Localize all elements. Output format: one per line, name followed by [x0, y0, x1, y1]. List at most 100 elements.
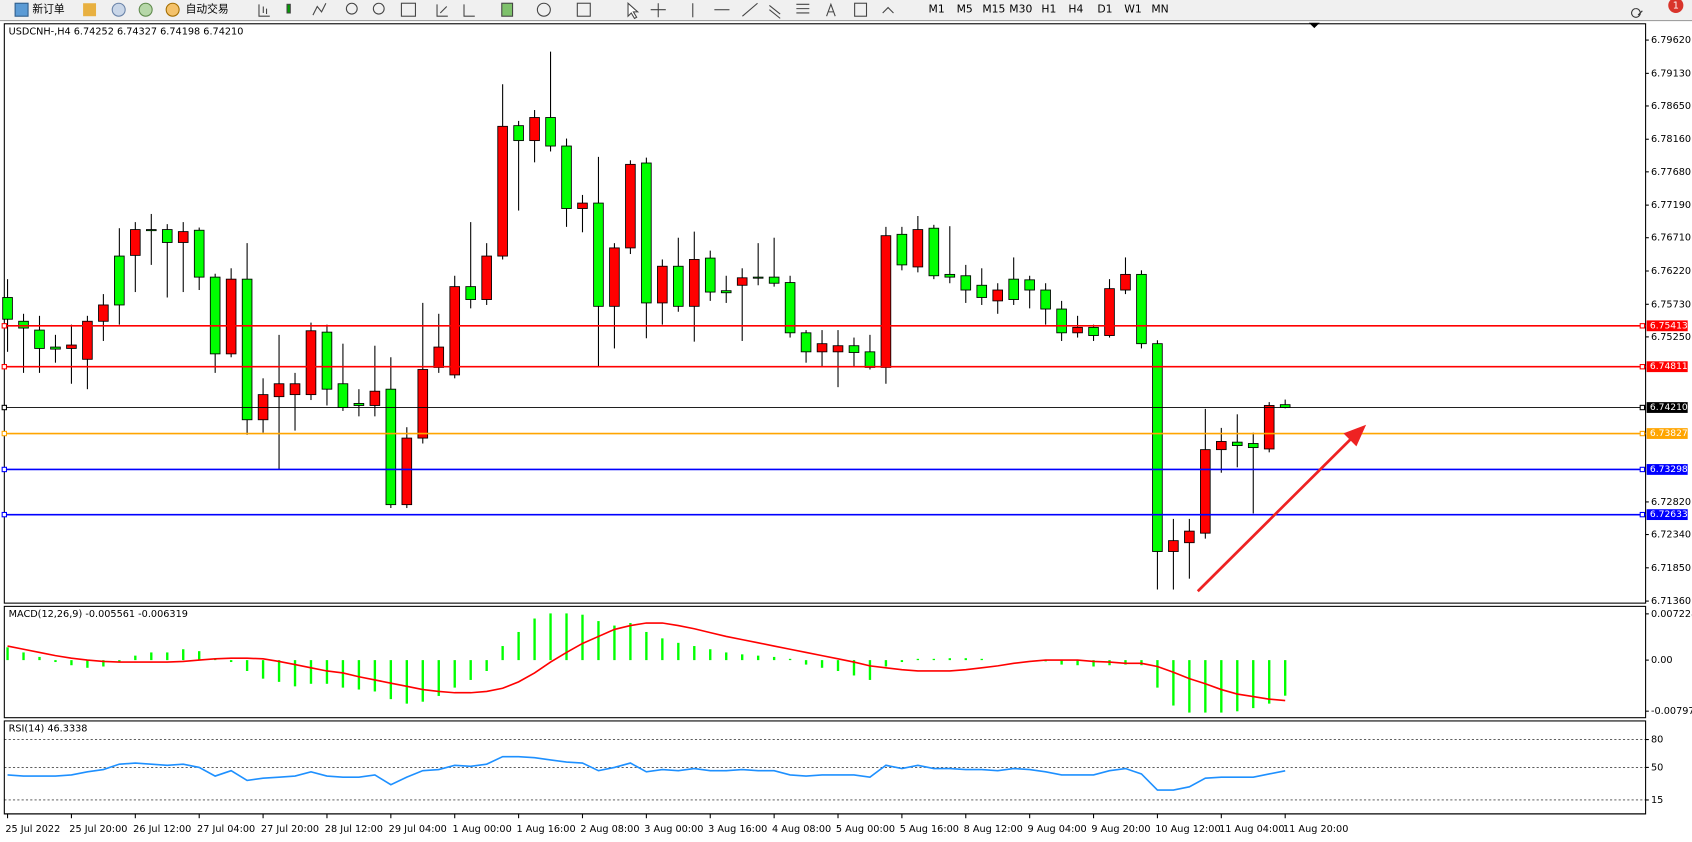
trendline-icon[interactable]: [742, 2, 758, 17]
candle-body: [497, 125, 508, 257]
pane-frame: [3, 605, 1647, 719]
auto-trading-icon[interactable]: [165, 2, 180, 17]
candle-body: [1263, 405, 1275, 450]
crosshair-icon[interactable]: [650, 3, 666, 18]
level-marker: [1639, 430, 1646, 437]
toolbar: 新订单 自动交易: [0, 0, 1692, 22]
candle-body: [736, 277, 748, 286]
candle-body: [1056, 308, 1067, 334]
x-tick-label: 4 Aug 08:00: [772, 824, 831, 835]
candle-body: [848, 345, 860, 353]
zoom-out-icon[interactable]: [372, 2, 385, 15]
timeframe-button[interactable]: M15: [982, 3, 1005, 16]
candle-body: [1024, 279, 1035, 291]
x-tick-label: 26 Jul 12:00: [133, 824, 191, 835]
candle-body: [673, 265, 684, 307]
level-marker: [1639, 511, 1646, 518]
candle-icon[interactable]: [286, 3, 291, 14]
timeframe-button[interactable]: D1: [1097, 3, 1112, 16]
level-label-bg: [1646, 320, 1688, 332]
tool-icon[interactable]: [83, 3, 97, 17]
candle-body: [545, 117, 556, 147]
cursor-icon[interactable]: [627, 2, 640, 20]
candle-body: [720, 290, 732, 294]
candle-body: [209, 276, 221, 355]
rsi-line: [7, 755, 1286, 791]
new-order-icon[interactable]: [14, 2, 29, 17]
candle-body: [800, 332, 812, 353]
candle-body: [401, 437, 413, 506]
timeframe-button[interactable]: M1: [929, 3, 945, 16]
toolbar-bg: [0, 0, 1692, 21]
auto-trading[interactable]: 自动交易: [186, 3, 229, 16]
label-icon[interactable]: [854, 2, 868, 17]
text-icon[interactable]: [826, 2, 836, 17]
shift-icon[interactable]: [463, 4, 475, 17]
y-tick-label: 50: [1651, 762, 1663, 773]
y-tick-label: 6.79620: [1651, 35, 1691, 46]
new-order[interactable]: 新订单: [32, 3, 65, 16]
candle-body: [34, 329, 45, 349]
timeframe-button[interactable]: MN: [1151, 3, 1168, 16]
candle-body: [177, 231, 189, 243]
x-tick-label: 9 Aug 20:00: [1091, 824, 1150, 835]
level-label: 6.73827: [1650, 428, 1688, 439]
candle-body: [1088, 326, 1099, 336]
level-label-bg: [1646, 428, 1688, 439]
timeframe-button[interactable]: M5: [957, 3, 973, 16]
tool-icon[interactable]: [111, 2, 126, 17]
candle-body: [561, 145, 572, 209]
y-tick-label: 6.78160: [1651, 134, 1691, 145]
level-marker: [1, 466, 8, 473]
x-tick-label: 25 Jul 2022: [5, 824, 60, 835]
x-tick-label: 28 Jul 12:00: [325, 824, 383, 835]
candle-body: [1184, 530, 1195, 544]
notification-count: 1: [1673, 0, 1679, 11]
candle-body: [816, 343, 828, 353]
candle-body: [449, 286, 461, 376]
candle-body: [768, 276, 780, 284]
tool-icon[interactable]: [138, 2, 153, 17]
timeframe-button[interactable]: W1: [1124, 3, 1142, 16]
candle-body: [1008, 278, 1019, 300]
timeframe-button[interactable]: H4: [1068, 3, 1083, 16]
candle-body: [1200, 449, 1211, 534]
x-tick-label: 8 Aug 12:00: [964, 824, 1023, 835]
level-label: 6.74210: [1650, 402, 1688, 413]
y-tick-label: 6.71850: [1651, 563, 1691, 574]
autoscroll-icon[interactable]: [436, 4, 448, 17]
timeframe-button[interactable]: M30: [1009, 3, 1032, 16]
arrow-icon[interactable]: [882, 6, 894, 14]
x-tick-label: 29 Jul 04:00: [389, 824, 447, 835]
template-icon[interactable]: [576, 2, 591, 17]
period-icon[interactable]: [536, 2, 551, 17]
y-tick-label: 6.75730: [1651, 299, 1691, 310]
y-tick-label: 6.76710: [1651, 233, 1691, 244]
candle-body: [433, 346, 445, 368]
x-tick-label: 11 Aug 20:00: [1283, 824, 1348, 835]
line-chart-icon[interactable]: [312, 3, 327, 16]
y-tick-label: 0.00: [1651, 655, 1673, 666]
tile-icon[interactable]: [400, 2, 416, 17]
zoom-in-icon[interactable]: [345, 2, 358, 15]
candle-body: [193, 229, 205, 278]
candle-body: [1168, 540, 1179, 552]
candle-body: [944, 273, 956, 278]
candle-body: [577, 202, 588, 209]
candle-body: [481, 255, 492, 300]
fibo-icon[interactable]: [796, 3, 810, 14]
channel-icon[interactable]: [769, 4, 781, 19]
indicators-icon[interactable]: [501, 2, 514, 17]
y-tick-label: 80: [1651, 735, 1663, 746]
annotation-arrow: [1196, 424, 1367, 593]
x-tick-label: 27 Jul 20:00: [261, 824, 319, 835]
search-icon[interactable]: [1631, 8, 1643, 18]
timeframe-button[interactable]: H1: [1041, 3, 1056, 16]
y-tick-label: 6.77680: [1651, 167, 1691, 178]
bar-chart-icon[interactable]: [258, 4, 270, 17]
level-marker: [1639, 323, 1646, 329]
level-marker: [1, 511, 8, 518]
notification-badge[interactable]: [1668, 0, 1684, 13]
candle-body: [704, 257, 716, 293]
